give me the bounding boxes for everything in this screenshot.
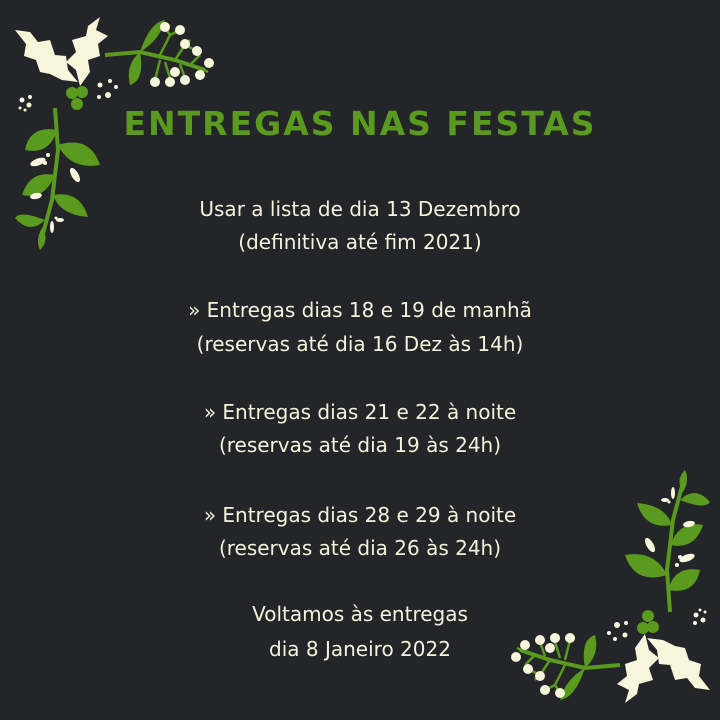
page-title: ENTREGAS NAS FESTAS	[123, 104, 597, 143]
delivery-1-line-1: » Entregas dias 18 e 19 de manhã	[188, 298, 532, 322]
delivery-2-line-2: (reservas até dia 19 às 24h)	[218, 433, 502, 457]
delivery-3-line-2: (reservas até dia 26 às 24h)	[218, 536, 502, 560]
delivery-1-line-2: (reservas até dia 16 Dez às 14h)	[196, 332, 524, 356]
delivery-2-line-1: » Entregas dias 21 e 22 à noite	[203, 400, 517, 424]
intro-line-2: (definitiva até fim 2021)	[238, 230, 482, 254]
return-line-1: Voltamos às entregas	[252, 602, 468, 626]
return-line-2: dia 8 Janeiro 2022	[269, 637, 451, 661]
intro-line-1: Usar a lista de dia 13 Dezembro	[199, 197, 521, 221]
delivery-3-line-1: » Entregas dias 28 e 29 à noite	[203, 503, 517, 527]
